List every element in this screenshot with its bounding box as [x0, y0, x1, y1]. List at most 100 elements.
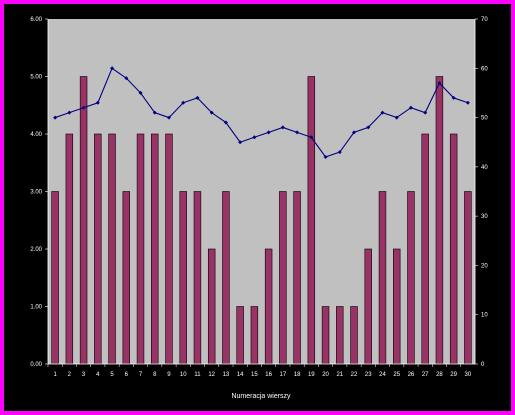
line-point: [53, 115, 58, 120]
line-point: [366, 125, 371, 130]
line-point: [408, 105, 413, 110]
bar: [364, 248, 372, 365]
x-tick-label: 30: [465, 372, 472, 378]
bar: [392, 248, 401, 365]
x-tick-label: 14: [237, 372, 244, 378]
x-tick-label: 23: [365, 372, 372, 378]
x-tick-label: 25: [393, 372, 400, 378]
line-point: [380, 110, 385, 115]
bar: [321, 306, 330, 365]
tick-labels: 0.00 1.00 2.00 3.00 4.00 5.00 6.00 0 10 20 30 40 50 6…: [30, 17, 488, 378]
bar: [136, 133, 145, 365]
bar: [151, 133, 159, 365]
bar: [336, 306, 344, 365]
line-point: [209, 110, 214, 115]
x-tick-label: 9: [167, 372, 171, 378]
line-point: [394, 115, 399, 120]
line-point: [337, 150, 342, 155]
x-tick-label: 2: [68, 372, 72, 378]
x-tick-label: 4: [96, 372, 100, 378]
x-tick-label: 8: [153, 372, 157, 378]
bar: [122, 191, 131, 365]
left-tick-label: 0.00: [30, 362, 42, 368]
x-tick-label: 26: [408, 372, 415, 378]
bar: [94, 133, 102, 365]
x-tick-label: 1: [53, 372, 57, 378]
x-tick-label: 18: [294, 372, 301, 378]
line-point: [223, 120, 228, 125]
x-tick-label: 20: [322, 372, 329, 378]
x-tick-label: 16: [265, 372, 272, 378]
right-tick-label: 20: [481, 263, 488, 269]
line-point: [95, 100, 100, 105]
line-point: [124, 76, 129, 81]
line-point: [266, 130, 271, 135]
bar: [193, 191, 202, 365]
line-point: [81, 105, 86, 110]
line-point: [166, 115, 171, 120]
line-point: [309, 135, 314, 140]
plot-area: [48, 19, 475, 364]
line-point: [437, 81, 442, 86]
x-tick-label: 12: [208, 372, 215, 378]
line-point: [238, 140, 243, 145]
bar: [464, 191, 472, 365]
x-tick-label: 19: [308, 372, 315, 378]
line-point: [138, 90, 143, 95]
bar: [65, 133, 74, 365]
right-tick-label: 0: [481, 362, 485, 368]
x-tick-label: 29: [450, 372, 457, 378]
right-tick-label: 10: [481, 313, 488, 319]
bar: [307, 76, 316, 365]
bar: [421, 133, 429, 365]
right-tick-label: 40: [481, 165, 488, 171]
left-tick-label: 6.00: [30, 17, 42, 23]
x-tick-label: 11: [194, 372, 201, 378]
line-point: [252, 135, 257, 140]
bar: [350, 306, 358, 365]
x-tick-label: 28: [436, 372, 443, 378]
line-series: [53, 66, 470, 159]
x-tick-label: 27: [422, 372, 429, 378]
x-tick-label: 7: [139, 372, 143, 378]
x-tick-label: 3: [82, 372, 86, 378]
bar: [51, 191, 59, 365]
left-tick-label: 5.00: [30, 75, 42, 81]
right-tick-label: 50: [481, 116, 488, 122]
line-point: [295, 130, 300, 135]
left-tick-label: 2.00: [30, 247, 42, 253]
x-tick-label: 24: [379, 372, 386, 378]
line-point: [67, 110, 72, 115]
bar: [378, 191, 387, 365]
bar: [435, 76, 444, 365]
line-point: [423, 110, 428, 115]
bar: [108, 133, 116, 365]
x-tick-label: 13: [223, 372, 230, 378]
bar: [264, 248, 273, 365]
bar: [293, 191, 301, 365]
x-tick-label: 15: [251, 372, 258, 378]
x-tick-label: 5: [110, 372, 114, 378]
line-path: [54, 67, 469, 158]
x-axis-title: Numeracja wierszy: [231, 393, 291, 400]
left-tick-label: 4.00: [30, 132, 42, 138]
x-tick-label: 17: [280, 372, 287, 378]
line-point: [110, 66, 115, 71]
bar: [250, 306, 259, 365]
bar: [165, 133, 173, 365]
bar: [222, 191, 230, 365]
line-point: [195, 95, 200, 100]
line-point: [451, 95, 456, 100]
line-point: [181, 100, 186, 105]
left-tick-label: 1.00: [30, 305, 42, 311]
x-tick-label: 22: [351, 372, 358, 378]
bar: [207, 248, 216, 365]
x-tick-label: 10: [180, 372, 187, 378]
line-point: [352, 130, 357, 135]
right-tick-label: 60: [481, 66, 488, 72]
x-tick-label: 6: [125, 372, 129, 378]
line-point: [152, 110, 157, 115]
bar: [179, 191, 187, 365]
line-point: [465, 100, 470, 105]
